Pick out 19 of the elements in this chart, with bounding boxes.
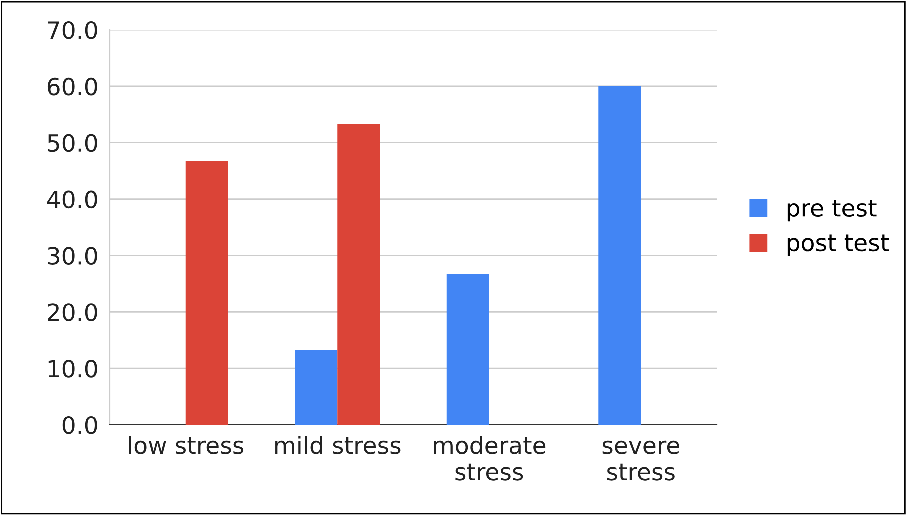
x-tick-label: low stress <box>129 436 244 454</box>
bar <box>598 86 642 425</box>
y-tick-label: 60.0 <box>48 78 98 96</box>
x-tick-label: moderate stress <box>434 436 546 481</box>
bar <box>186 161 228 425</box>
y-tick-label: 40.0 <box>47 190 98 209</box>
bar <box>338 124 380 425</box>
x-tick-label: mild stress <box>276 436 401 454</box>
bar <box>446 274 490 425</box>
y-tick-label: 20.0 <box>48 304 98 322</box>
bar <box>295 350 338 425</box>
y-tick-label: 30.0 <box>48 247 98 266</box>
y-tick-label: 10.0 <box>48 360 98 378</box>
x-tick-label: severe stress <box>602 440 680 481</box>
legend-label: pre test <box>788 200 877 222</box>
legend-label: post test <box>788 234 890 256</box>
y-tick-label: 70.0 <box>48 21 98 40</box>
y-tick-label: 50.0 <box>48 134 98 152</box>
y-tick-label: 0.0 <box>62 416 98 434</box>
